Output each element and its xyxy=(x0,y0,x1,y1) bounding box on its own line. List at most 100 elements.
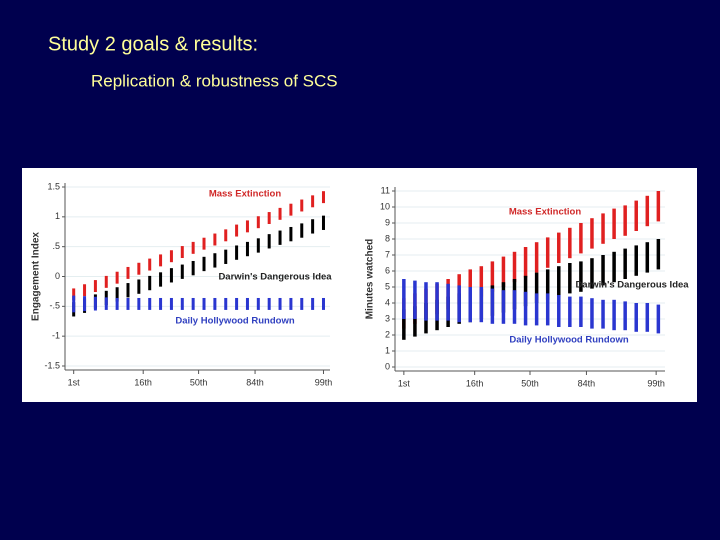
y-tick-label: 4 xyxy=(385,297,390,307)
range-bar xyxy=(72,295,76,313)
y-tick-label: .5 xyxy=(52,241,60,251)
x-tick-label: 50th xyxy=(521,378,539,388)
range-bar xyxy=(235,245,239,260)
range-bar xyxy=(623,248,627,279)
range-bar xyxy=(169,297,173,310)
range-bar xyxy=(601,213,605,244)
range-bar xyxy=(568,227,572,259)
range-bar xyxy=(579,296,583,327)
range-bar xyxy=(191,297,195,310)
range-bar xyxy=(180,246,184,259)
range-bar xyxy=(579,261,583,292)
y-tick-label: 5 xyxy=(385,281,390,291)
range-bar xyxy=(534,272,539,303)
slide-title: Study 2 goals & results: xyxy=(48,33,258,55)
range-bar xyxy=(623,301,627,331)
range-bar xyxy=(512,290,517,324)
y-tick-label: 7 xyxy=(385,249,390,259)
x-tick-label: 84th xyxy=(578,378,596,388)
y-tick-label: -1.5 xyxy=(44,360,60,370)
range-bar xyxy=(267,297,271,310)
range-bar xyxy=(300,223,304,238)
range-bar xyxy=(126,283,130,298)
range-bar xyxy=(289,297,293,310)
range-bar xyxy=(468,269,472,300)
range-bar xyxy=(523,291,528,326)
y-tick-label: -.5 xyxy=(49,301,60,311)
range-bar xyxy=(402,309,406,340)
range-bar xyxy=(213,233,217,246)
y-tick-label: 0 xyxy=(55,271,60,281)
y-tick-label: 11 xyxy=(381,185,390,195)
range-bar xyxy=(191,241,195,254)
range-bar xyxy=(202,297,206,310)
range-bar xyxy=(457,285,461,323)
range-bar xyxy=(435,282,439,321)
range-bar xyxy=(579,223,583,254)
series-label: Darwin's Dangerous Idea xyxy=(218,272,332,283)
range-bar xyxy=(590,258,594,289)
range-bar xyxy=(545,237,550,268)
range-bar xyxy=(126,297,130,310)
range-bar xyxy=(224,249,228,264)
range-bar xyxy=(256,238,260,253)
y-tick-label: 0 xyxy=(385,361,390,371)
range-bar xyxy=(534,293,539,326)
range-bar xyxy=(213,253,217,268)
range-bar xyxy=(534,242,539,273)
y-tick-label: 1 xyxy=(385,345,390,355)
range-bar xyxy=(115,297,119,310)
range-bar xyxy=(83,296,87,312)
slide-subtitle: Replication & robustness of SCS xyxy=(91,71,338,90)
range-bar xyxy=(424,282,428,321)
range-bar xyxy=(278,297,282,310)
range-bar xyxy=(623,205,627,236)
range-bar xyxy=(148,297,152,310)
range-bar xyxy=(523,275,528,307)
range-bar xyxy=(656,239,661,270)
series-label: Daily Hollywood Rundown xyxy=(509,335,628,346)
range-bar xyxy=(321,215,325,230)
range-bar xyxy=(137,279,141,294)
range-bar xyxy=(159,297,163,310)
range-bar xyxy=(159,272,163,287)
range-bar xyxy=(656,191,661,222)
range-bar xyxy=(413,280,417,319)
x-tick-label: 99th xyxy=(647,378,665,388)
range-bar xyxy=(634,245,638,276)
range-bar xyxy=(278,230,282,245)
y-tick-label: 3 xyxy=(385,313,390,323)
y-tick-label: 1.5 xyxy=(47,181,60,191)
range-bar xyxy=(545,293,550,326)
range-bar xyxy=(159,254,163,267)
range-bar xyxy=(256,216,260,229)
range-bar xyxy=(311,195,315,208)
x-tick-label: 16th xyxy=(134,377,152,387)
range-bar xyxy=(612,208,616,239)
y-tick-label: 10 xyxy=(380,201,390,211)
range-bar xyxy=(590,298,594,329)
range-bar xyxy=(83,284,87,297)
range-bar xyxy=(202,237,206,250)
x-tick-label: 1st xyxy=(68,377,81,387)
x-tick-label: 16th xyxy=(466,378,484,388)
range-bar xyxy=(612,299,616,331)
range-bar xyxy=(245,220,249,233)
range-bar xyxy=(126,266,130,279)
range-bar xyxy=(311,297,315,310)
range-bar xyxy=(568,296,572,327)
range-bar xyxy=(104,297,108,310)
range-bar xyxy=(289,226,293,242)
series-label: Mass Extinction xyxy=(509,207,582,218)
range-bar xyxy=(634,200,638,231)
range-bar xyxy=(137,262,141,275)
range-bar xyxy=(72,288,76,301)
range-bar xyxy=(300,297,304,310)
range-bar xyxy=(501,290,506,324)
range-bar xyxy=(245,241,249,257)
y-tick-label: 8 xyxy=(385,233,390,243)
range-bar xyxy=(490,288,495,324)
range-bar xyxy=(115,271,119,284)
range-bar xyxy=(479,287,484,323)
y-tick-label: 2 xyxy=(385,329,390,339)
